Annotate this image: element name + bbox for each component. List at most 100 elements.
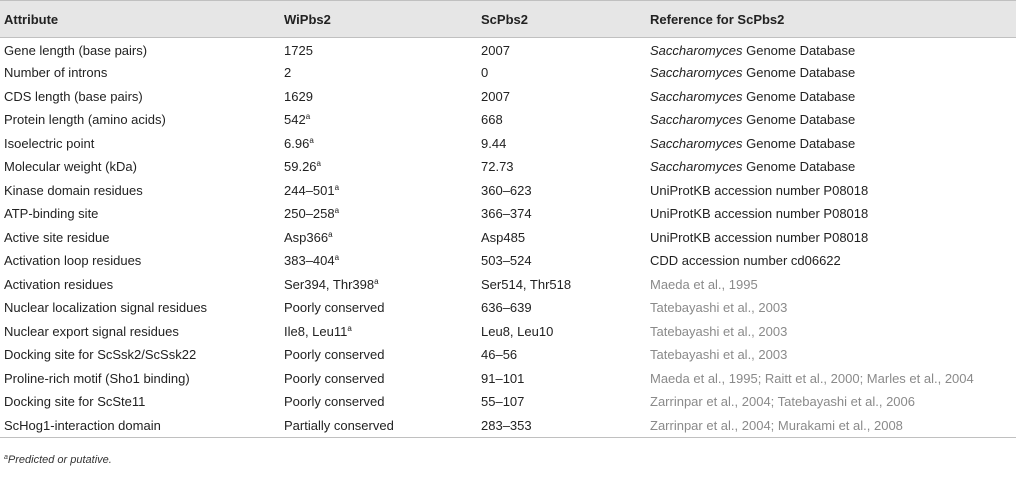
cell-reference[interactable]: Maeda et al., 1995; Raitt et al., 2000; … <box>646 367 1016 391</box>
species-name: Saccharomyces <box>650 112 743 128</box>
cell-wipbs2: 59.26a <box>280 155 477 179</box>
cell-wipbs2: Poorly conserved <box>280 367 477 391</box>
table-row: Number of introns 2 0 Saccharomyces Genome … <box>0 61 1016 85</box>
cell-wipbs2: 6.96a <box>280 132 477 156</box>
cell-wipbs2-value: Partially conserved <box>284 417 394 433</box>
table-row: ATP-binding site 250–258a 366–374 UniProtKB… <box>0 202 1016 226</box>
column-header-scpbs2: ScPbs2 <box>477 0 646 38</box>
table-row: Protein length (amino acids) 542a 668 Sacch… <box>0 108 1016 132</box>
footnote-marker: a <box>309 135 314 145</box>
cell-reference: CDD accession number cd06622 <box>646 249 1016 273</box>
cell-reference: UniProtKB accession number P08018 <box>646 226 1016 250</box>
cell-scpbs2: 9.44 <box>481 135 507 151</box>
cell-attribute: Activation loop residues <box>4 253 142 269</box>
cell-wipbs2: Poorly conserved <box>280 390 477 414</box>
reference-text: Genome Database <box>742 65 856 81</box>
table-row: Proline-rich motif (Sho1 binding) Poorly … <box>0 367 1016 391</box>
reference-text[interactable]: Maeda et al., 1995 <box>650 276 758 292</box>
cell-wipbs2: Partially conserved <box>280 413 477 438</box>
cell-attribute: CDS length (base pairs) <box>4 88 143 104</box>
cell-wipbs2-value: 6.96 <box>284 135 310 151</box>
cell-wipbs2-value: 244–501 <box>284 182 335 198</box>
cell-wipbs2: Poorly conserved <box>280 296 477 320</box>
cell-scpbs2: 0 <box>481 65 489 81</box>
reference-text: Genome Database <box>742 43 856 58</box>
cell-wipbs2: 542a <box>280 108 477 132</box>
footnote-marker: a <box>305 112 311 122</box>
cell-attribute: ScHog1-interaction domain <box>0 413 280 438</box>
species-name: Saccharomyces <box>650 88 743 104</box>
footnote-marker: a <box>328 229 333 239</box>
species-name: Saccharomyces <box>650 159 743 175</box>
footnote-marker: a <box>334 206 340 216</box>
reference-text: UniProtKB accession number P08018 <box>650 182 869 198</box>
reference-text[interactable]: Zarrinpar et al., 2004; Tatebayashi et a… <box>650 394 915 410</box>
cell-wipbs2-value: Ile8, Leu11 <box>284 323 348 339</box>
cell-reference[interactable]: Zarrinpar et al., 2004; Murakami et al.,… <box>646 413 1016 438</box>
cell-wipbs2-value: Poorly conserved <box>284 300 385 316</box>
reference-text[interactable]: Tatebayashi et al., 2003 <box>650 300 788 316</box>
cell-scpbs2: 72.73 <box>481 159 514 175</box>
table-row: CDS length (base pairs) 1629 2007 Saccharom… <box>0 85 1016 109</box>
cell-wipbs2: 244–501a <box>280 179 477 203</box>
cell-wipbs2-value: 2 <box>284 65 292 81</box>
cell-scpbs2: 668 <box>481 112 503 128</box>
reference-text: Genome Database <box>742 159 856 175</box>
cell-scpbs2: 636–639 <box>481 300 532 316</box>
reference-text[interactable]: Tatebayashi et al., 2003 <box>650 323 788 339</box>
cell-wipbs2: 383–404a <box>280 249 477 273</box>
footnote-marker: a <box>334 253 340 263</box>
cell-scpbs2: 91–101 <box>481 370 525 386</box>
cell-reference: Saccharomyces Genome Database <box>646 38 1016 62</box>
table-row: Active site residue Asp366a Asp485 UniProtK… <box>0 226 1016 250</box>
cell-wipbs2-value: 383–404 <box>284 253 335 269</box>
species-name: Saccharomyces <box>650 65 743 81</box>
cell-reference: UniProtKB accession number P08018 <box>646 179 1016 203</box>
reference-text[interactable]: Zarrinpar et al., 2004; Murakami et al.,… <box>650 417 903 433</box>
cell-attribute: Proline-rich motif (Sho1 binding) <box>4 370 190 386</box>
cell-scpbs2: Ser514, Thr518 <box>481 276 572 292</box>
footnote-marker: a <box>334 182 340 192</box>
table-footnote: aPredicted or putative. <box>4 454 112 466</box>
column-header-attribute: Attribute <box>0 0 280 38</box>
cell-reference[interactable]: Tatebayashi et al., 2003 <box>646 343 1016 367</box>
cell-scpbs2: Leu8, Leu10 <box>481 323 554 339</box>
cell-scpbs2: 55–107 <box>481 394 525 410</box>
cell-reference[interactable]: Maeda et al., 1995 <box>646 273 1016 297</box>
footnote-text: Predicted or putative. <box>7 454 112 466</box>
table-row: Activation residues Ser394, Thr398a Ser514… <box>0 273 1016 297</box>
cell-attribute: Molecular weight (kDa) <box>4 159 137 175</box>
cell-wipbs2: Poorly conserved <box>280 343 477 367</box>
cell-wipbs2: 1629 <box>280 85 477 109</box>
cell-wipbs2: Ser394, Thr398a <box>280 273 477 297</box>
table-row: Docking site for ScSsk2/ScSsk22 Poorly co… <box>0 343 1016 367</box>
table-row: Gene length (base pairs) 1725 2007 Saccharo… <box>0 38 1016 62</box>
cell-scpbs2: 366–374 <box>481 206 532 222</box>
cell-reference[interactable]: Tatebayashi et al., 2003 <box>646 320 1016 344</box>
table-header-row: Attribute WiPbs2 ScPbs2 Reference for Sc… <box>0 0 1016 38</box>
reference-text: Genome Database <box>742 135 856 151</box>
footnote-marker: a <box>374 276 379 286</box>
cell-wipbs2: Asp366a <box>280 226 477 250</box>
species-name: Saccharomyces <box>650 135 743 151</box>
cell-wipbs2: 2 <box>280 61 477 85</box>
cell-wipbs2: 250–258a <box>280 202 477 226</box>
column-header-reference: Reference for ScPbs2 <box>646 0 1016 38</box>
table-row: Nuclear export signal residues Ile8, Leu1… <box>0 320 1016 344</box>
species-name: Saccharomyces <box>650 43 743 58</box>
cell-wipbs2-value: 1629 <box>284 88 313 104</box>
reference-text[interactable]: Tatebayashi et al., 2003 <box>650 347 788 363</box>
cell-attribute: Activation residues <box>4 276 114 292</box>
cell-attribute: Isoelectric point <box>4 135 95 151</box>
cell-reference: Saccharomyces Genome Database <box>646 61 1016 85</box>
cell-wipbs2-value: Ser394, Thr398 <box>284 276 375 292</box>
cell-scpbs2: 2007 <box>481 43 510 58</box>
cell-reference[interactable]: Zarrinpar et al., 2004; Tatebayashi et a… <box>646 390 1016 414</box>
table-body: Gene length (base pairs) 1725 2007 Saccharo… <box>0 38 1016 438</box>
reference-text[interactable]: Maeda et al., 1995; Raitt et al., 2000; … <box>650 370 974 386</box>
data-table: Attribute WiPbs2 ScPbs2 Reference for Sc… <box>0 0 1016 438</box>
table-row: Isoelectric point 6.96a 9.44 Saccharomyces … <box>0 132 1016 156</box>
cell-attribute: Active site residue <box>4 229 110 245</box>
cell-reference[interactable]: Tatebayashi et al., 2003 <box>646 296 1016 320</box>
reference-text: UniProtKB accession number P08018 <box>650 206 869 222</box>
